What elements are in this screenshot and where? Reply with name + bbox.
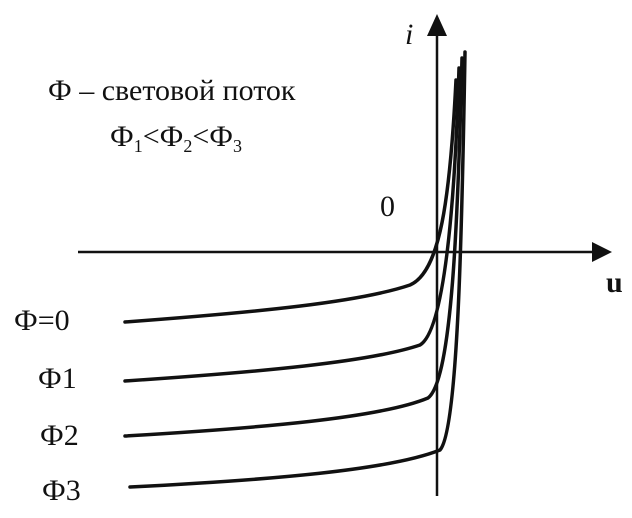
curve [123,56,464,438]
curve [123,78,458,324]
cond-part: <Ф [192,120,233,153]
i-arrow [427,14,447,36]
u-arrow [592,242,612,262]
cond-sub: 2 [183,136,192,156]
origin-label: 0 [380,190,395,223]
cond-sub: 3 [233,136,242,156]
curve-label: Ф1 [38,362,77,395]
curve-label: Ф2 [40,419,79,452]
u-label: u [606,266,623,299]
curve-label: Ф3 [42,474,81,507]
legend-condition: Ф1<Ф2<Ф3 [110,120,242,156]
curve-label: Ф=0 [14,304,70,337]
curve [123,66,461,383]
cond-part: <Ф [143,120,184,153]
cond-sub: 1 [134,136,143,156]
legend-title: Ф – световой поток [48,74,296,107]
curve [128,50,467,489]
cond-part: Ф [110,120,134,153]
i-label: i [405,18,413,51]
